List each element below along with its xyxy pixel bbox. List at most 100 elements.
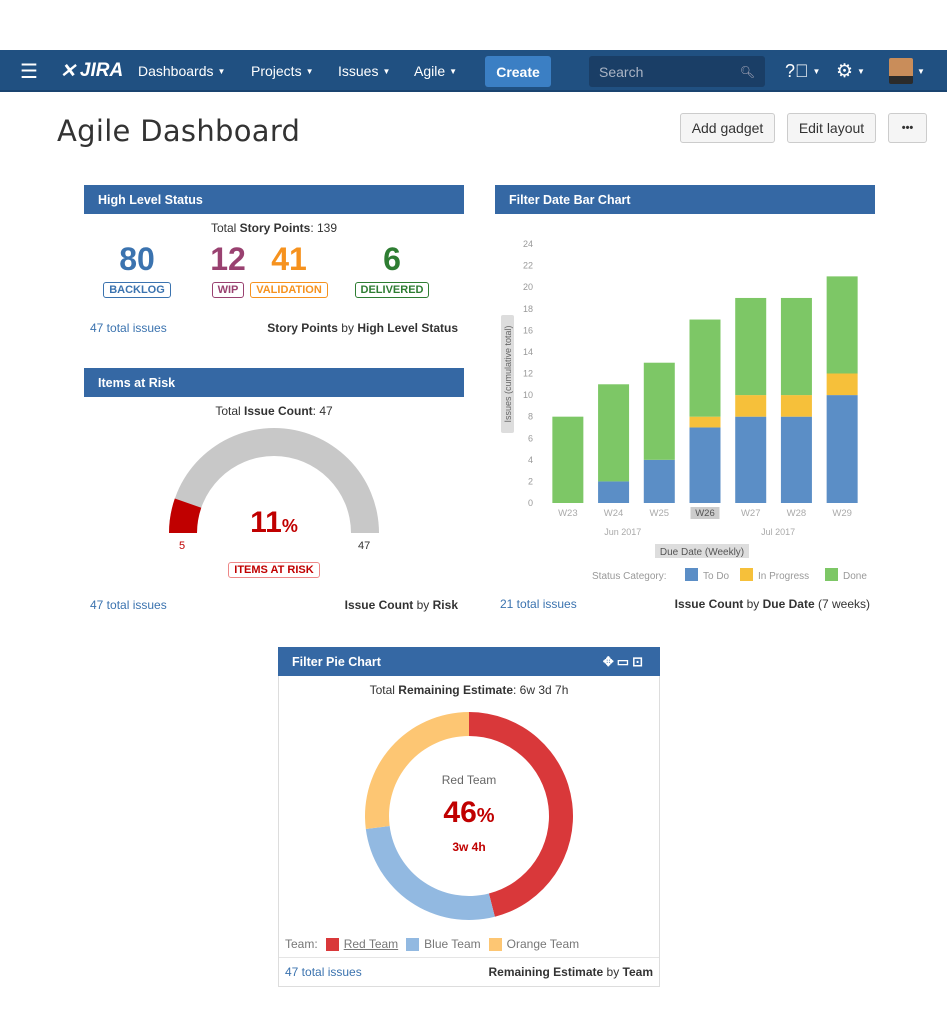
- ylabel-bg: [501, 315, 514, 433]
- t: Risk: [432, 598, 458, 612]
- t: 11: [250, 506, 282, 539]
- nav-issues[interactable]: Issues ▼: [338, 50, 390, 92]
- move-icon[interactable]: ✥: [602, 653, 617, 669]
- items-at-risk-gadget: Items at Risk Total Issue Count: 47 11% …: [84, 368, 464, 618]
- legend-label: To Do: [703, 571, 730, 582]
- gadget-title: Filter Pie Chart: [292, 654, 381, 669]
- slice-blue-team[interactable]: [365, 826, 495, 920]
- gadget-footer: 47 total issues Remaining Estimate by Tea…: [279, 965, 659, 979]
- nav-agile[interactable]: Agile ▼: [414, 50, 457, 92]
- search-icon[interactable]: 🔍︎: [739, 64, 755, 79]
- y-axis-label: Issues (cumulative total): [503, 325, 513, 422]
- avatar[interactable]: ▼: [889, 50, 925, 92]
- nav-label: Dashboards: [138, 63, 214, 79]
- create-button[interactable]: Create: [485, 56, 551, 87]
- total-issues-link[interactable]: 21 total issues: [500, 597, 577, 611]
- x-tick-label: W28: [787, 508, 807, 519]
- stat-badge: WIP: [211, 282, 245, 298]
- t: %: [476, 805, 495, 827]
- bar-to-do: [598, 481, 630, 503]
- nav-label: Agile: [414, 63, 446, 79]
- gadget-header[interactable]: Items at Risk: [84, 368, 464, 397]
- gear-icon[interactable]: ⚙ ▼: [836, 60, 865, 82]
- total-line: Total Issue Count: 47: [84, 404, 464, 418]
- more-button[interactable]: •••: [888, 113, 927, 143]
- t: Team: [622, 965, 653, 979]
- t: (7 weeks): [814, 597, 870, 611]
- stat-value: 80: [119, 241, 155, 277]
- t: %: [281, 516, 298, 536]
- center-percent: 46%: [279, 796, 659, 830]
- legend-label[interactable]: Red Team: [343, 937, 399, 951]
- bar-done: [826, 276, 858, 374]
- help-icon[interactable]: ?⃝ ▼: [785, 60, 821, 81]
- jira-logo[interactable]: ✕ JIRA: [60, 50, 123, 92]
- x-tick-label: W24: [604, 508, 624, 519]
- chevron-down-icon: ▼: [382, 66, 391, 76]
- t: Total: [369, 683, 399, 697]
- stat-0: 80 BACKLOG: [92, 241, 182, 298]
- t: Story Points: [267, 321, 338, 335]
- bar-to-do: [780, 416, 812, 503]
- highlight-box: [690, 507, 720, 519]
- legend-label[interactable]: Blue Team: [424, 937, 481, 951]
- x-tick-label: W27: [741, 508, 761, 519]
- search-input[interactable]: [599, 63, 729, 80]
- dropdown-icon[interactable]: ⊡: [632, 653, 646, 669]
- month-label: Jun 2017: [604, 527, 641, 537]
- total-issues-link[interactable]: 47 total issues: [90, 321, 167, 335]
- nav-projects[interactable]: Projects ▼: [251, 50, 314, 92]
- y-tick-label: 20: [523, 282, 533, 292]
- t: : 6w 3d 7h: [513, 683, 569, 697]
- risk-percent: 11%: [84, 506, 464, 540]
- t: by: [743, 597, 763, 611]
- stat-badge: VALIDATION: [250, 282, 328, 298]
- x-tick-label: W29: [832, 508, 852, 519]
- bar-done: [598, 384, 630, 482]
- gadget-header[interactable]: Filter Pie Chart ✥▭⊡: [278, 647, 660, 676]
- stat-value: 41: [271, 241, 307, 277]
- y-tick-label: 6: [528, 433, 533, 443]
- gauge-background: [169, 428, 379, 533]
- t: by: [603, 965, 623, 979]
- legend-label[interactable]: Orange Team: [506, 937, 580, 951]
- gadget-title: High Level Status: [98, 192, 203, 207]
- bar-done: [643, 362, 675, 460]
- t: Issue Count: [674, 597, 744, 611]
- logo-text: JIRA: [79, 60, 124, 81]
- bar-in-progress: [826, 373, 858, 396]
- stat-badge: BACKLOG: [103, 282, 171, 298]
- gauge-fill: [169, 498, 202, 533]
- total-issues-link[interactable]: 47 total issues: [90, 598, 167, 612]
- t: by: [337, 321, 358, 335]
- slice-orange-team[interactable]: [365, 712, 469, 830]
- y-tick-label: 14: [523, 347, 533, 357]
- gauge-min: 5: [179, 540, 186, 552]
- t: Due Date: [762, 597, 815, 611]
- add-gadget-button[interactable]: Add gadget: [680, 113, 775, 143]
- maximize-icon[interactable]: ▭: [616, 653, 633, 669]
- legend-title: Status Category:: [592, 571, 666, 582]
- edit-layout-button[interactable]: Edit layout: [787, 113, 876, 143]
- bar-done: [689, 319, 721, 417]
- total-line: Total Remaining Estimate: 6w 3d 7h: [279, 683, 659, 697]
- filter-pie-chart-gadget: Filter Pie Chart ✥▭⊡ Total Remaining Esti…: [278, 647, 660, 987]
- gadget-header[interactable]: Filter Date Bar Chart: [495, 185, 875, 214]
- nav-dashboards[interactable]: Dashboards ▼: [138, 50, 225, 92]
- x-tick-label: W23: [558, 508, 578, 519]
- legend-swatch: [740, 568, 753, 581]
- chevron-down-icon: ▼: [217, 66, 226, 76]
- gadget-title: Items at Risk: [98, 375, 176, 390]
- search-box: 🔍︎: [589, 56, 765, 87]
- legend-label: Done: [843, 571, 867, 582]
- total-issues-link[interactable]: 47 total issues: [285, 965, 362, 979]
- gadget-header[interactable]: High Level Status: [84, 185, 464, 214]
- t: : 47: [312, 404, 333, 418]
- slice-red-team[interactable]: [469, 712, 573, 917]
- t: Total: [210, 221, 240, 235]
- t: High Level Status: [357, 321, 458, 335]
- x-tick-label: W26: [695, 508, 715, 519]
- stat-1: 12 WIP: [183, 241, 273, 298]
- legend-swatch: [406, 937, 420, 951]
- menu-icon[interactable]: ☰: [20, 60, 38, 83]
